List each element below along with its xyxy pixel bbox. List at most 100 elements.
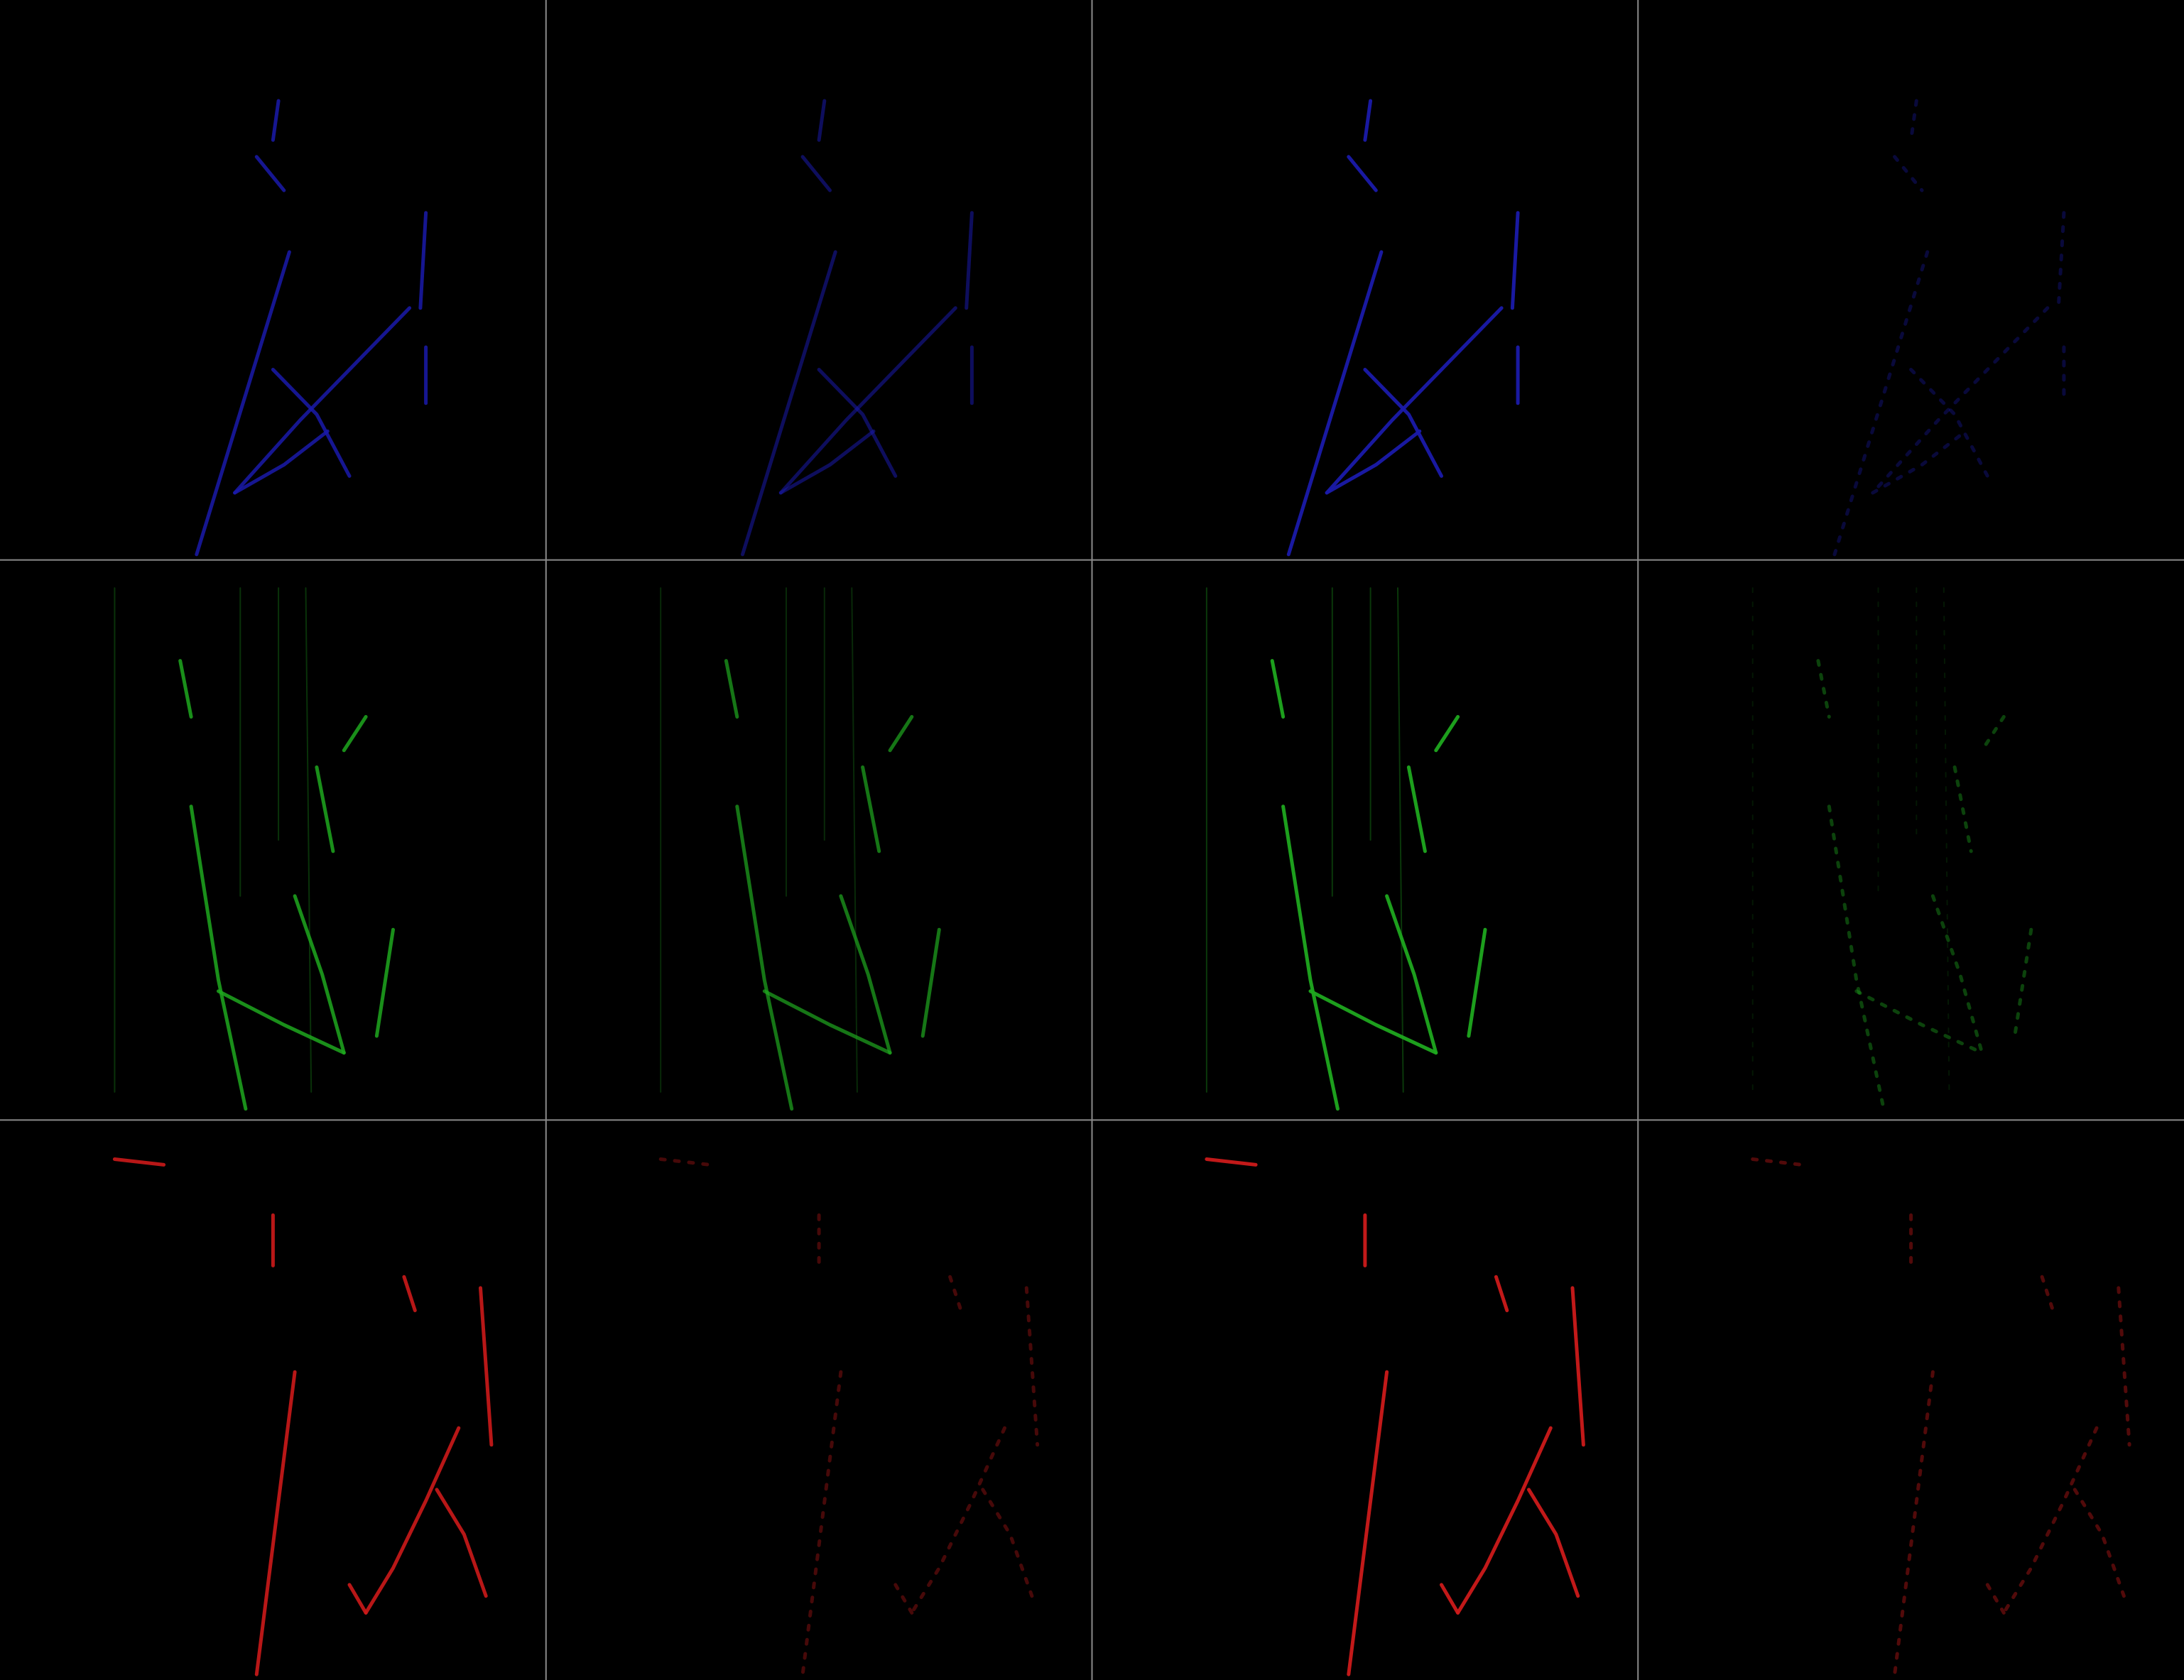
panel-v-0 [114,587,395,1111]
panel-w-0 [112,1157,494,1676]
track-segment [1286,250,1384,557]
track-segment [1397,587,1404,1093]
track-segment [778,306,957,495]
track-segment [195,250,291,557]
panel-v-1 [660,587,941,1111]
track-segment [893,1583,914,1615]
track-segment [800,1370,843,1676]
track-segment [778,429,876,495]
track-segment [342,715,368,753]
track-segment [2117,1286,2131,1447]
panel-u-0 [195,99,428,557]
track-segment [1325,306,1504,495]
track-segment [2056,211,2066,310]
track-segment [800,155,832,192]
track-segment [189,804,248,1111]
track-segment [1434,715,1460,753]
track-segment [1281,804,1340,1111]
track-segment [741,250,837,557]
track-segment [1456,1426,1553,1615]
track-segment [254,1370,297,1676]
panel-u-2 [1286,99,1520,557]
track-segment [1871,429,1967,495]
track-segment [724,659,739,719]
track-segment [1325,429,1422,495]
track-segment [418,211,428,310]
track-segment [254,155,286,192]
panel-u-1 [741,99,974,557]
track-segment [402,1275,417,1312]
track-segment [1980,715,2006,753]
track-segment [762,989,892,1055]
track-segment [271,99,281,142]
track-segment [965,211,974,310]
track-segment [658,1157,712,1167]
track-segment [920,927,941,1038]
track-segment [1270,659,1286,719]
track-segment [178,659,193,719]
track-segment [1494,1275,1509,1312]
track-segment [948,1275,963,1312]
panel-w-2 [1205,1157,1585,1676]
track-segment [364,1426,461,1615]
track-segment [1024,1286,1040,1447]
track-segment [1467,927,1487,1038]
panel-w-1 [658,1157,1040,1676]
track-segment [1347,155,1378,192]
track-segment [1854,989,1984,1055]
panel-v-2 [1205,587,1487,1111]
track-segment [233,306,412,495]
track-segment [1871,306,2050,495]
track-segment [1832,250,1930,557]
track-segment [1570,1286,1585,1447]
track-segment [981,1488,1034,1598]
track-segment [1406,765,1427,853]
track-segment [1751,1157,1804,1167]
track-segment [1943,587,1950,1093]
track-segment [2001,1426,2099,1615]
track-segment [479,1286,494,1447]
track-segment [1205,1157,1258,1167]
track-segment [347,1583,368,1615]
track-segment [293,894,346,1055]
track-segment [305,587,313,1093]
track-segment [217,989,346,1055]
track-segment [233,429,330,495]
track-segment [839,894,892,1055]
track-segment [1985,1583,2006,1615]
track-segment [861,765,881,853]
track-segment [1363,99,1373,142]
track-segment [1827,804,1886,1111]
track-segment [271,368,352,478]
track-segment [1909,368,1989,478]
track-segment [1363,368,1443,478]
panel-w-3 [1751,1157,2131,1676]
track-segment [1385,894,1438,1055]
track-segment [374,927,395,1038]
track-segment [315,765,335,853]
track-segment [1347,1370,1389,1676]
track-segment [1930,894,1984,1055]
track-segment [1952,765,1973,853]
track-segment [817,368,898,478]
track-segment [1308,989,1438,1055]
track-segment [1893,1370,1935,1676]
track-segment [817,99,827,142]
track-segment [1527,1488,1580,1598]
track-segment [1909,99,1918,142]
track-segment [2040,1275,2055,1312]
track-segment [2072,1488,2126,1598]
track-segment [735,804,794,1111]
track-segment [851,587,858,1093]
panel-v-3 [1751,587,2033,1111]
track-segment [1816,659,1831,719]
track-segment [888,715,914,753]
track-segment [435,1488,488,1598]
track-segment [112,1157,166,1167]
track-segment [1440,1583,1460,1615]
track-segment [1893,155,1924,192]
track-segment [910,1426,1006,1615]
track-segment [1510,211,1520,310]
track-segment [2013,927,2033,1038]
